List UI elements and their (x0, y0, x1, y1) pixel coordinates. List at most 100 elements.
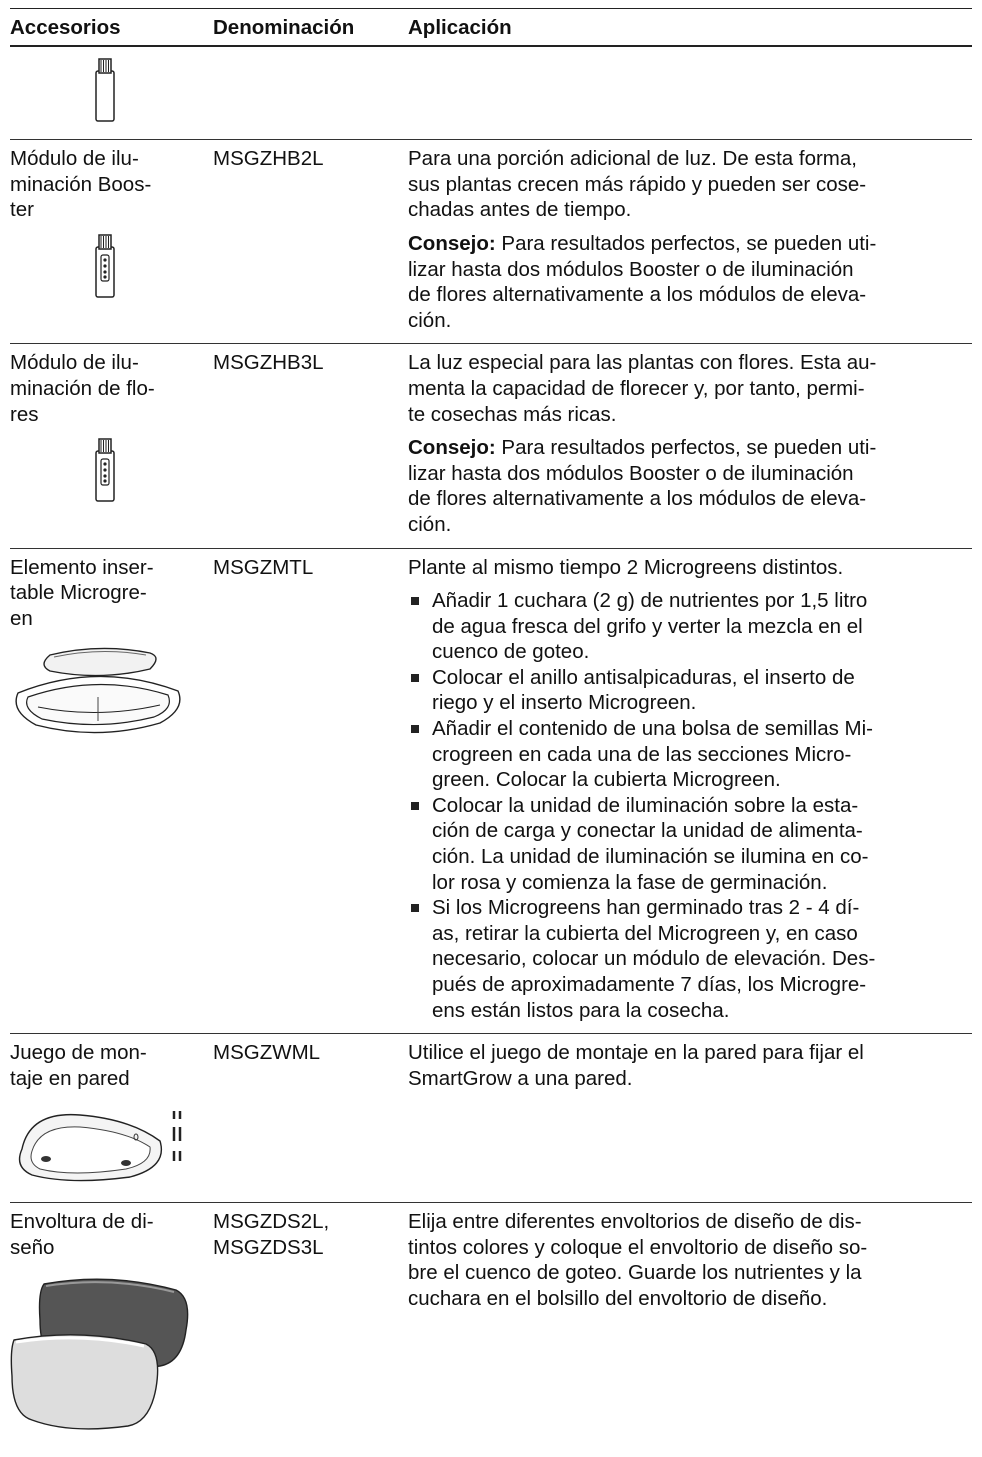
icon-shape (103, 258, 107, 262)
bullet-square (411, 725, 419, 734)
accessory-name-line: en (10, 606, 33, 630)
light-module-icon (95, 438, 115, 502)
text-line: ción. (408, 512, 452, 536)
accessory-name-line: Juego de mon- (10, 1041, 147, 1065)
paragraph: Consejo: Para resultados perfectos, se p… (408, 435, 972, 537)
icon-wrap (10, 1270, 213, 1447)
design-wrap-icon (10, 1278, 189, 1430)
accessory-name-line: seño (10, 1235, 55, 1259)
icon-shape (45, 1281, 175, 1294)
accessory-name-line: minación de flo- (10, 376, 155, 400)
text-line: tintos colores y coloque el envoltorio d… (408, 1235, 868, 1259)
text-line: cuchara en el bolsillo del envoltorio de… (408, 1286, 828, 1310)
bullet-square (411, 904, 419, 913)
icon-cell (10, 45, 213, 141)
bullet-line: as, retirar la cubierta del Microgreen y… (432, 921, 858, 945)
bullet-line: ción de carga y conectar la unidad de al… (432, 819, 863, 843)
icon-shape (15, 1336, 145, 1348)
accessory-cell: Elemento inser-table Microgre-en (10, 548, 213, 1035)
text-line: Consejo: Para resultados perfectos, se p… (408, 231, 972, 257)
icon-wrap (10, 233, 213, 306)
icon-shape (30, 1126, 151, 1174)
bullet-line: Colocar el anillo antisalpicaduras, el i… (432, 665, 855, 689)
accessory-row: Módulo de ilu-minación de flo-res MSGZHB3… (10, 343, 972, 549)
icon-wrap (10, 1101, 213, 1192)
icon-shape (10, 1334, 159, 1430)
page-body: Accesorios Denominación Aplicación Módul… (10, 7, 972, 1430)
accessory-name-line: res (10, 402, 39, 426)
icon-shape (100, 254, 110, 282)
table-head: Accesorios Denominación Aplicación (10, 7, 972, 47)
accessory-row: Juego de mon-taje en pared MSGZWML Utilice… (10, 1033, 972, 1203)
code-cell: MSGZHB3L (213, 343, 408, 549)
text-line: Utilice el juego de montaje en la pared … (408, 1041, 864, 1065)
text-span: Para resultados perfectos, se pueden uti… (495, 436, 877, 460)
text-line: Consejo: Para resultados perfectos, se p… (408, 435, 972, 461)
icon-shape (103, 264, 107, 268)
header-row: Accesorios Denominación Aplicación (10, 7, 972, 47)
code-line: MSGZWML (213, 1041, 321, 1065)
bullet-item: Colocar la unidad de iluminación sobre l… (408, 793, 972, 895)
icon-shape (103, 474, 107, 478)
bullet-line: ens están listos para la cosecha. (432, 998, 730, 1022)
icon-shape (133, 1133, 139, 1141)
text-span: Para resultados perfectos, se pueden uti… (495, 231, 877, 255)
bullet-line: Añadir el contenido de una bolsa de semi… (432, 717, 874, 741)
icon-shape (103, 462, 107, 466)
icon-shape (103, 479, 107, 483)
code-line: MSGZHB3L (213, 351, 324, 375)
application-cell: Para una porción adicional de luz. De es… (408, 139, 972, 345)
bullet-line: de agua fresca del grifo y verter la mez… (432, 614, 863, 638)
bullet-square (411, 597, 419, 606)
application-cell: Plante al mismo tiempo 2 Microgreens dis… (408, 548, 972, 1035)
header-cell: Denominación (213, 7, 408, 47)
empty-cell (213, 45, 408, 141)
text-line: SmartGrow a una pared. (408, 1066, 633, 1090)
accessory-name-line: Módulo de ilu- (10, 147, 139, 171)
text-line: de flores alternativamente a los módulos… (408, 487, 867, 511)
text-line: chadas antes de tiempo. (408, 198, 632, 222)
accessory-row: Módulo de ilu-minación Boos-ter MSGZHB2L P… (10, 139, 972, 345)
light-module-icon (95, 57, 115, 122)
bullet-item: Colocar el anillo antisalpicaduras, el i… (408, 665, 972, 716)
icon-shape (41, 1156, 51, 1163)
text-line: sus plantas crecen más rápido y pueden s… (408, 172, 867, 196)
application-cell: Elija entre diferentes envoltorios de di… (408, 1202, 972, 1456)
bullet-line: Si los Microgreens han germinado tras 2 … (432, 896, 860, 920)
application-cell: Utilice el juego de montaje en la pared … (408, 1033, 972, 1203)
text-line: menta la capacidad de florecer y, por ta… (408, 376, 865, 400)
text-line: La luz especial para las plantas con flo… (408, 351, 877, 375)
icon-shape (100, 235, 109, 248)
text-line: de flores alternativamente a los módulos… (408, 283, 867, 307)
accessory-name-line: table Microgre- (10, 581, 147, 605)
accessory-name-line: taje en pared (10, 1066, 130, 1090)
accessory-cell: Módulo de ilu-minación de flo-res (10, 343, 213, 549)
application-cell: La luz especial para las plantas con flo… (408, 343, 972, 549)
paragraph: Plante al mismo tiempo 2 Microgreens dis… (408, 555, 972, 581)
accessory-cell: Envoltura de di-seño (10, 1202, 213, 1456)
accessory-name-line: minación Boos- (10, 172, 152, 196)
bullet-line: pués de aproximadamente 7 días, los Micr… (432, 973, 867, 996)
wall-mount-icon (18, 1111, 182, 1182)
accessory-name-line: Módulo de ilu- (10, 351, 139, 375)
table-body: Módulo de ilu-minación Boos-ter MSGZHB2L P… (10, 45, 972, 1457)
icon-shape (53, 651, 147, 658)
bullet-square (411, 673, 419, 682)
text-line: te cosechas más ricas. (408, 402, 617, 426)
accessory-row: Elemento inser-table Microgre-en MSGZMTL P… (10, 548, 972, 1035)
empty-cell (408, 45, 972, 141)
bullet-line: ción. La unidad de iluminación se ilumin… (432, 845, 869, 869)
accessory-name-line: Elemento inser- (10, 555, 154, 579)
code-line: MSGZDS2L, (213, 1209, 330, 1233)
bold-label: Consejo: (408, 436, 496, 460)
text-line: lizar hasta dos módulos Booster o de ilu… (408, 257, 854, 281)
icon-row (10, 45, 972, 141)
header-cell: Accesorios (10, 7, 213, 47)
code-cell: MSGZHB2L (213, 139, 408, 345)
text-line: lizar hasta dos módulos Booster o de ilu… (408, 461, 854, 485)
text-line: Plante al mismo tiempo 2 Microgreens dis… (408, 555, 844, 579)
icon-wrap (10, 437, 213, 510)
text-line: bre el cuenco de goteo. Guarde los nutri… (408, 1261, 862, 1285)
bullet-line: necesario, colocar un módulo de elevació… (432, 947, 876, 971)
text-line: Elija entre diferentes envoltorios de di… (408, 1209, 862, 1233)
